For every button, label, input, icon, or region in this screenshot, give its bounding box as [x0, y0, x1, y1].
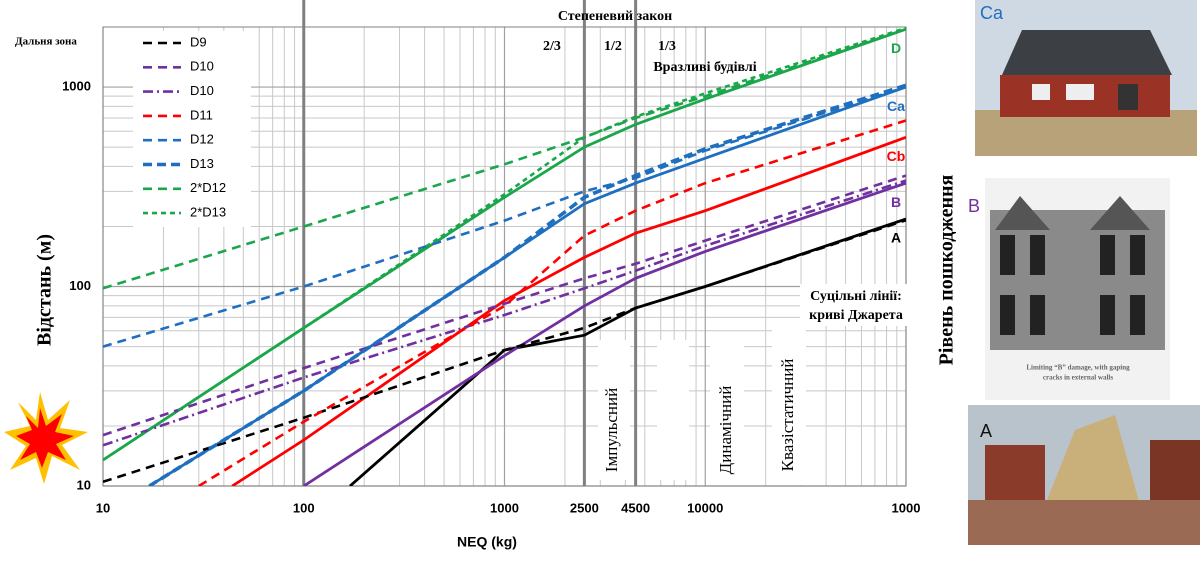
- explosion: [4, 392, 88, 484]
- legend-label: 2*D12: [190, 180, 226, 195]
- curve: [231, 135, 906, 486]
- annotation: Імпульсний: [602, 388, 621, 472]
- x-tick-label: 4500: [621, 500, 650, 515]
- legend-box: [133, 31, 251, 227]
- annotation: Динамічний: [716, 386, 735, 475]
- damage-label: Ca: [980, 3, 1004, 23]
- legend-label: D10: [190, 83, 214, 98]
- series-line: [103, 179, 906, 447]
- legend-label: D13: [190, 156, 214, 171]
- annotation: Вразливі будівлі: [653, 60, 756, 75]
- damage-label: B: [968, 196, 980, 216]
- x-tick-label: 1000: [892, 500, 921, 515]
- annotation: 2/3: [543, 39, 561, 54]
- x-tick-label: 2500: [570, 500, 599, 515]
- annotation: 1/2: [604, 39, 622, 54]
- curve-label: Ca: [887, 98, 905, 114]
- legend-label: D10: [190, 59, 214, 74]
- annotation-box: [710, 345, 744, 480]
- x-tick-label: 100: [293, 500, 315, 515]
- y-tick-label: 100: [69, 278, 91, 293]
- plot-frame: [102, 26, 907, 487]
- series-line: [103, 27, 906, 290]
- damage-label: A: [980, 421, 992, 441]
- caption: Limiting “B” damage, with gaping: [1026, 364, 1130, 372]
- annotation-box: [657, 340, 689, 480]
- legend-label: D9: [190, 34, 207, 49]
- x-tick-label: 10000: [687, 500, 723, 515]
- legend-label: 2*D13: [190, 205, 226, 220]
- x-tick-label: 1000: [490, 500, 519, 515]
- series-line: [148, 83, 906, 486]
- annotation: криві Джарета: [809, 308, 903, 323]
- x-axis-label: NEQ (kg): [457, 534, 517, 550]
- annotation: Суцільні лінії:: [810, 289, 902, 304]
- annotation: Степеневий закон: [558, 9, 672, 24]
- curve-label: D: [891, 40, 901, 56]
- series-line: [103, 174, 906, 437]
- y-tick-label: 1000: [62, 78, 91, 93]
- x-tick-label: 10: [96, 500, 110, 515]
- series-line: [198, 119, 906, 486]
- annotation-box: [800, 284, 910, 326]
- legend-label: D12: [190, 132, 214, 147]
- curve: [303, 181, 906, 486]
- photos: [968, 0, 1200, 545]
- plot: [103, 27, 906, 486]
- series-line: [103, 218, 906, 484]
- series-line: [103, 27, 906, 462]
- annotation: Дальня зона: [15, 36, 77, 48]
- y-axis-label: Відстань (м): [34, 234, 56, 346]
- y-tick-label: 10: [77, 477, 91, 492]
- curve: [148, 85, 906, 486]
- annotation: Квазістатичний: [778, 359, 797, 472]
- caption: cracks in external walls: [1043, 374, 1113, 382]
- annotation-box: [772, 320, 806, 485]
- curve: [103, 27, 906, 462]
- curve-label: B: [891, 194, 901, 210]
- curve-label: Cb: [887, 148, 906, 164]
- legend-label: D11: [190, 107, 213, 122]
- annotation: 1/3: [658, 39, 676, 54]
- side-title: Рівень пошкодження: [936, 174, 958, 365]
- curve-label: A: [891, 230, 901, 246]
- annotation-box: [598, 340, 630, 480]
